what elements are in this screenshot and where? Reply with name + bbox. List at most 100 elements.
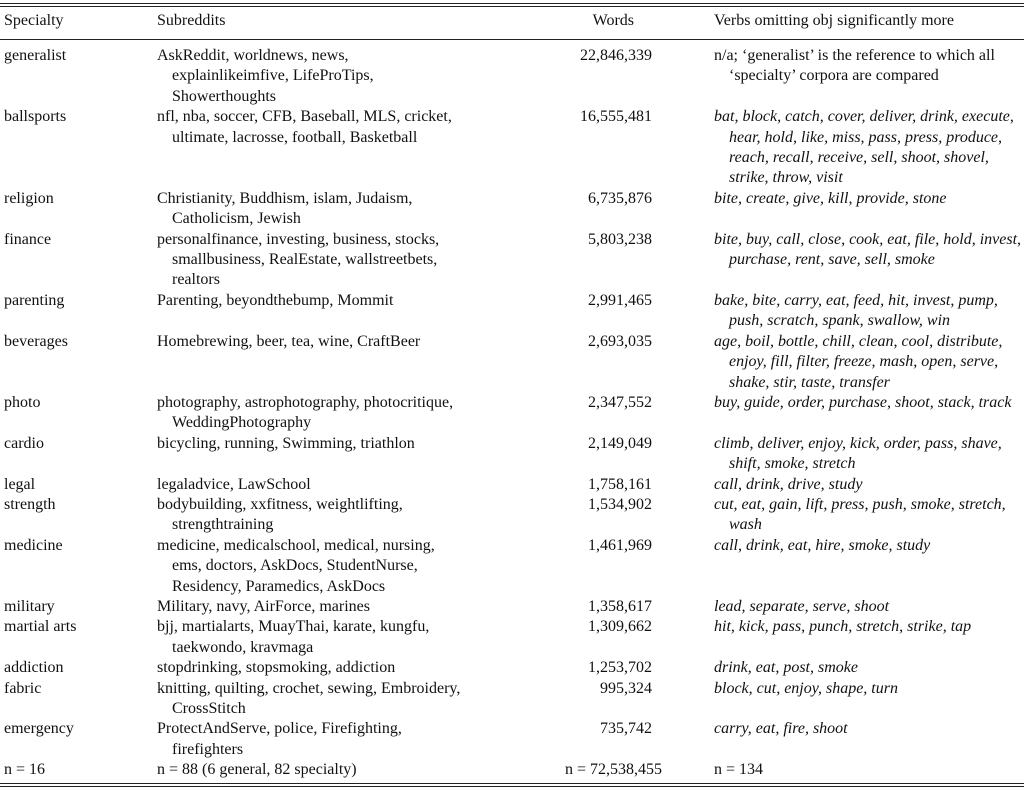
specialty-cell: emergency xyxy=(4,720,74,738)
words-cell: 1,253,702 xyxy=(588,659,652,677)
specialty-cell: fabric xyxy=(4,679,42,697)
verbs-line: bite, buy, call, close, cook, eat, file,… xyxy=(714,230,1022,248)
specialty-table: Specialty Subreddits Words Verbs omittin… xyxy=(0,11,1024,781)
verbs-cell: bite, buy, call, close, cook, eat, file,… xyxy=(652,230,1024,291)
subreddits-line: bicycling, running, Swimming, triathlon xyxy=(157,434,415,452)
verbs-cell: climb, deliver, enjoy, kick, order, pass… xyxy=(652,434,1024,475)
subreddits-line: Christianity, Buddhism, islam, Judaism, xyxy=(157,189,413,207)
subreddits-line: personalfinance, investing, business, st… xyxy=(157,230,440,248)
words-cell: 1,309,662 xyxy=(588,618,652,636)
verbs-cell: call, drink, drive, study xyxy=(652,475,1024,495)
subreddits-cell: Parenting, beyondthebump, Mommit xyxy=(157,291,527,332)
words-cell: 6,735,876 xyxy=(588,189,652,207)
verbs-line: n/a; ‘generalist’ is the reference to wh… xyxy=(714,47,995,64)
bottom-rule-1 xyxy=(0,783,1024,784)
subreddits-line: AskReddit, worldnews, news, xyxy=(157,47,349,64)
subreddits-cell: medicine, medicalschool, medical, nursin… xyxy=(157,536,527,597)
verbs-line: bite, create, give, kill, provide, stone xyxy=(714,189,947,207)
verbs-line: buy, guide, order, purchase, shoot, stac… xyxy=(714,393,1012,411)
specialty-cell: religion xyxy=(4,189,54,207)
subreddits-line: bodybuilding, xxfitness, weightlifting, xyxy=(157,495,403,513)
verbs-line: climb, deliver, enjoy, kick, order, pass… xyxy=(714,434,1002,452)
subreddits-cell: stopdrinking, stopsmoking, addiction xyxy=(157,658,527,678)
table-row: strength bodybuilding, xxfitness, weightl… xyxy=(0,495,1024,536)
subreddits-line: ultimate, lacrosse, football, Basketball xyxy=(172,128,418,146)
verbs-cell: age, boil, bottle, chill, clean, cool, d… xyxy=(652,332,1024,393)
subreddits-line: nfl, nba, soccer, CFB, Baseball, MLS, cr… xyxy=(157,108,452,126)
words-cell: 2,991,465 xyxy=(588,291,652,309)
specialty-cell: military xyxy=(4,597,55,615)
specialty-cell: parenting xyxy=(4,291,65,309)
table-row: medicine medicine, medicalschool, medical… xyxy=(0,536,1024,597)
total-subreddits: n = 88 (6 general, 82 specialty) xyxy=(157,761,357,779)
verbs-line: bake, bite, carry, eat, feed, hit, inves… xyxy=(714,291,998,309)
words-cell: 1,358,617 xyxy=(588,597,652,615)
table-row: photo photography, astrophotography, phot… xyxy=(0,393,1024,434)
table-row: religion Christianity, Buddhism, islam, J… xyxy=(0,189,1024,230)
table-row: addiction stopdrinking, stopsmoking, addi… xyxy=(0,658,1024,678)
subreddits-cell: ProtectAndServe, police, Firefighting, fi… xyxy=(157,719,527,760)
top-rule-2 xyxy=(0,6,1024,7)
verbs-cell: bat, block, catch, cover, deliver, drink… xyxy=(652,107,1024,189)
total-words: n = 72,538,455 xyxy=(564,761,662,779)
subreddits-line: stopdrinking, stopsmoking, addiction xyxy=(157,659,396,677)
verbs-cell: call, drink, eat, hire, smoke, study xyxy=(652,536,1024,597)
specialty-cell: generalist xyxy=(4,47,67,64)
subreddits-line: Catholicism, Jewish xyxy=(172,210,301,228)
specialty-cell: medicine xyxy=(4,536,63,554)
subreddits-cell: Homebrewing, beer, tea, wine, CraftBeer xyxy=(157,332,527,393)
words-cell: 735,742 xyxy=(600,720,652,738)
subreddits-cell: knitting, quilting, crochet, sewing, Emb… xyxy=(157,679,527,720)
verbs-cell: drink, eat, post, smoke xyxy=(652,658,1024,678)
verbs-line: drink, eat, post, smoke xyxy=(714,659,858,677)
verbs-cell: hit, kick, pass, punch, stretch, strike,… xyxy=(652,617,1024,658)
verbs-line: cut, eat, gain, lift, press, push, smoke… xyxy=(714,495,1006,513)
header-words: Words xyxy=(592,12,634,29)
table-row: finance personalfinance, investing, busin… xyxy=(0,230,1024,291)
subreddits-line: CrossStitch xyxy=(172,700,246,717)
subreddits-line: medicine, medicalschool, medical, nursin… xyxy=(157,536,435,554)
verbs-cell: bake, bite, carry, eat, feed, hit, inves… xyxy=(652,291,1024,332)
subreddits-line: taekwondo, kravmaga xyxy=(172,638,314,656)
subreddits-cell: legaladvice, LawSchool xyxy=(157,475,527,495)
specialty-cell: beverages xyxy=(4,332,68,350)
table-row: emergency ProtectAndServe, police, Firefi… xyxy=(0,719,1024,760)
subreddits-line: Military, navy, AirForce, marines xyxy=(157,597,370,615)
specialty-cell: addiction xyxy=(4,659,64,677)
subreddits-cell: personalfinance, investing, business, st… xyxy=(157,230,527,291)
subreddits-line: knitting, quilting, crochet, sewing, Emb… xyxy=(157,679,461,697)
header-row: Specialty Subreddits Words Verbs omittin… xyxy=(0,11,1024,39)
verbs-line: block, cut, enjoy, shape, turn xyxy=(714,679,898,697)
specialty-cell: photo xyxy=(4,393,41,411)
verbs-line: call, drink, drive, study xyxy=(714,475,863,493)
verbs-line: reach, recall, receive, sell, shoot, sho… xyxy=(729,149,989,167)
verbs-line: ‘specialty’ corpora are compared xyxy=(729,67,939,85)
subreddits-cell: bjj, martialarts, MuayThai, karate, kung… xyxy=(157,617,527,658)
specialty-cell: finance xyxy=(4,230,52,248)
verbs-line: strike, throw, visit xyxy=(729,169,843,187)
verbs-line: push, scratch, spank, swallow, win xyxy=(729,312,951,330)
header-verbs: Verbs omitting obj significantly more xyxy=(714,12,954,29)
words-cell: 16,555,481 xyxy=(580,108,652,126)
verbs-line: age, boil, bottle, chill, clean, cool, d… xyxy=(714,332,1003,350)
subreddits-line: Homebrewing, beer, tea, wine, CraftBeer xyxy=(157,332,421,350)
table-row: fabric knitting, quilting, crochet, sewin… xyxy=(0,679,1024,720)
verbs-cell: lead, separate, serve, shoot xyxy=(652,597,1024,617)
subreddits-line: WeddingPhotography xyxy=(172,414,312,432)
subreddits-line: legaladvice, LawSchool xyxy=(157,475,311,493)
subreddits-line: bjj, martialarts, MuayThai, karate, kung… xyxy=(157,618,430,636)
specialty-cell: ballsports xyxy=(4,108,67,126)
total-verbs: n = 134 xyxy=(714,761,764,779)
top-rule-1 xyxy=(0,3,1024,4)
specialty-cell: martial arts xyxy=(4,618,77,636)
verbs-line: shake, stir, taste, transfer xyxy=(729,373,890,391)
subreddits-cell: Military, navy, AirForce, marines xyxy=(157,597,527,617)
words-cell: 22,846,339 xyxy=(580,47,652,64)
subreddits-line: photography, astrophotography, photocrit… xyxy=(157,393,454,411)
table-row: parenting Parenting, beyondthebump, Mommi… xyxy=(0,291,1024,332)
specialty-cell: cardio xyxy=(4,434,44,452)
specialty-cell: strength xyxy=(4,495,56,513)
table-row: generalist AskReddit, worldnews, news, exp… xyxy=(0,39,1024,107)
verbs-line: bat, block, catch, cover, deliver, drink… xyxy=(714,108,1014,126)
subreddits-cell: nfl, nba, soccer, CFB, Baseball, MLS, cr… xyxy=(157,107,527,189)
